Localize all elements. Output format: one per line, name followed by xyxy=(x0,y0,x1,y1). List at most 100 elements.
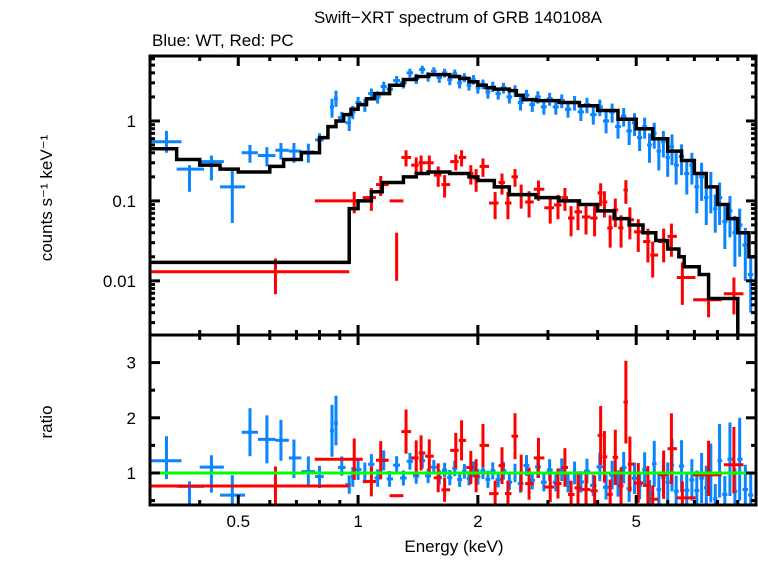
wt-data-point xyxy=(199,155,224,181)
pc-data-point xyxy=(518,184,526,209)
wt-data-point xyxy=(647,133,652,163)
pc-ratio-point xyxy=(433,463,442,493)
wt-ratio-point xyxy=(722,476,728,505)
wt-data-point xyxy=(241,145,258,163)
pc-data-point xyxy=(723,277,744,315)
wt-data-point xyxy=(380,81,387,93)
x-tick-label: 2 xyxy=(473,512,482,531)
pc-ratio-point xyxy=(418,435,426,471)
pc-ratio-point xyxy=(693,440,722,496)
wt-ratio-point xyxy=(257,415,276,464)
pc-ratio-point xyxy=(627,436,635,492)
wt-ratio-point xyxy=(540,472,547,492)
ratio-panel xyxy=(150,360,756,505)
pc-data-point xyxy=(418,155,426,172)
pc-data-point xyxy=(511,169,519,187)
pc-data-point xyxy=(607,215,613,248)
wt-data-point xyxy=(742,227,749,281)
pc-data-point xyxy=(667,223,677,257)
wt-data-point xyxy=(540,100,547,115)
pc-data-point xyxy=(450,154,459,171)
axes: 0.5 1 2 5 0.01 0.1 1 1 2 3 xyxy=(103,54,758,531)
pc-ratio-point xyxy=(574,471,583,505)
wt-data-point xyxy=(176,165,204,192)
wt-ratio-point xyxy=(651,440,657,487)
pc-ratio-point xyxy=(489,480,499,505)
wt-data-point xyxy=(257,147,276,167)
pc-ratio-point xyxy=(602,431,608,483)
wt-ratio-point xyxy=(275,419,289,461)
pc-ratio-point xyxy=(544,471,555,503)
top-panel-frame xyxy=(148,54,758,337)
wt-data-point xyxy=(419,65,426,74)
wt-data-point xyxy=(406,68,414,78)
y-tick-label: 0.1 xyxy=(112,192,136,211)
wt-ratio-point xyxy=(462,464,467,479)
pc-ratio-point xyxy=(511,413,519,460)
wt-ratio-point xyxy=(674,475,679,505)
pc-ratio-point xyxy=(450,432,459,468)
pc-data-point xyxy=(479,158,490,177)
pc-data-point xyxy=(504,192,512,220)
wt-data-point xyxy=(345,116,352,131)
y-tick-label: 0.01 xyxy=(103,272,136,291)
spectrum-panel xyxy=(150,65,756,335)
wt-ratio-point xyxy=(684,472,690,505)
wt-ratio-point xyxy=(355,459,362,480)
wt-ratio-point xyxy=(241,408,258,457)
y-axis-label-top: counts s⁻¹ keV⁻¹ xyxy=(37,134,56,261)
wt-data-point xyxy=(275,143,289,160)
pc-data-point xyxy=(590,206,598,237)
wt-data-point xyxy=(674,152,679,185)
wt-ratio-point xyxy=(727,422,733,496)
wt-data-point xyxy=(506,91,513,104)
wt-data-point xyxy=(602,111,610,134)
pc-data-point xyxy=(458,150,467,167)
pc-ratio-point xyxy=(533,437,545,479)
pc-ratio-point xyxy=(441,477,451,502)
wt-data-point xyxy=(722,206,728,250)
pc-model-line xyxy=(150,170,740,335)
pc-data-point xyxy=(676,262,696,305)
pc-ratio-point xyxy=(479,423,490,467)
wt-data-point xyxy=(626,120,632,146)
y-tick-label: 1 xyxy=(127,112,136,131)
pc-data-point xyxy=(618,215,624,248)
pc-data-point xyxy=(597,183,603,207)
pc-ratio-point xyxy=(612,429,619,485)
pc-ratio-point xyxy=(473,459,480,493)
wt-data-point xyxy=(708,171,714,214)
wt-data-point xyxy=(615,117,621,139)
x-tick-label: 0.5 xyxy=(226,512,250,531)
pc-ratio-point xyxy=(425,439,434,473)
wt-data-point xyxy=(609,103,616,123)
wt-data-point xyxy=(684,160,690,195)
pc-ratio-point xyxy=(582,474,591,505)
wt-ratio-point xyxy=(699,452,704,504)
pc-data-point xyxy=(433,166,442,187)
wt-data-point xyxy=(334,90,338,107)
wt-data-point xyxy=(590,106,597,125)
pc-ratio-point xyxy=(658,450,668,499)
wt-ratio-point xyxy=(713,484,718,505)
pc-ratio-point xyxy=(676,481,696,505)
x-axis-label: Energy (keV) xyxy=(404,537,503,556)
pc-data-point xyxy=(489,192,499,220)
y-axis-label-ratio: ratio xyxy=(37,405,56,438)
pc-ratio-point xyxy=(411,440,419,476)
wt-data-point xyxy=(694,171,700,214)
ratio-tick-label: 3 xyxy=(127,354,136,373)
wt-data-point xyxy=(620,108,627,127)
ratio-tick-label: 2 xyxy=(127,409,136,428)
wt-ratio-point xyxy=(406,452,414,470)
pc-ratio-point xyxy=(634,463,644,503)
pc-ratio-point xyxy=(498,447,505,485)
wt-ratio-point xyxy=(631,462,638,495)
wt-data-point xyxy=(703,182,709,225)
wt-data-point xyxy=(552,100,559,115)
pc-data-point xyxy=(582,205,591,235)
wt-ratio-point xyxy=(602,475,610,500)
wt-data-point xyxy=(748,256,754,313)
